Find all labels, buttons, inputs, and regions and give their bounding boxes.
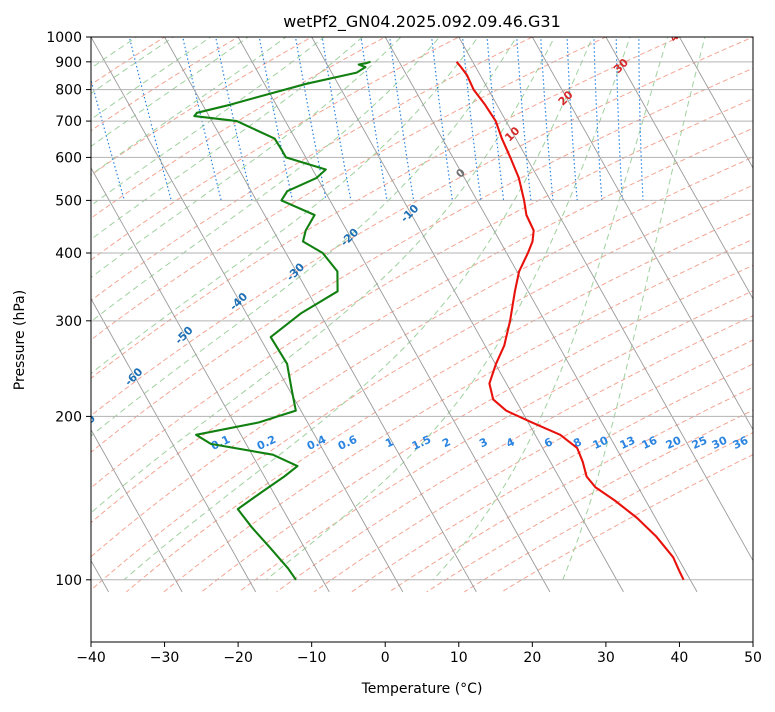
chart-title: wetPf2_GN04.2025.092.09.46.G31 <box>283 12 561 32</box>
y-tick-label-4: 600 <box>55 150 82 166</box>
x-tick-label-8: 40 <box>671 650 689 666</box>
x-tick-label-7: 30 <box>597 650 615 666</box>
x-tick-label-3: −10 <box>297 650 327 666</box>
y-tick-label-3: 700 <box>55 114 82 130</box>
y-axis-label: Pressure (hPa) <box>12 290 28 390</box>
x-tick-label-5: 10 <box>450 650 468 666</box>
y-tick-label-9: 100 <box>55 573 82 589</box>
y-tick-label-1: 900 <box>55 55 82 71</box>
x-tick-label-0: −40 <box>76 650 106 666</box>
y-tick-label-7: 300 <box>55 314 82 330</box>
x-tick-label-1: −30 <box>150 650 180 666</box>
x-tick-label-6: 20 <box>523 650 541 666</box>
x-axis-label: Temperature (°C) <box>361 681 483 697</box>
y-tick-label-2: 800 <box>55 83 82 99</box>
y-tick-label-5: 500 <box>55 193 82 209</box>
x-tick-label-9: 50 <box>744 650 762 666</box>
y-tick-label-6: 400 <box>55 246 82 262</box>
x-tick-label-2: −20 <box>223 650 253 666</box>
x-tick-label-4: 0 <box>381 650 390 666</box>
y-tick-label-8: 200 <box>55 409 82 425</box>
y-tick-label-0: 1000 <box>46 30 82 46</box>
